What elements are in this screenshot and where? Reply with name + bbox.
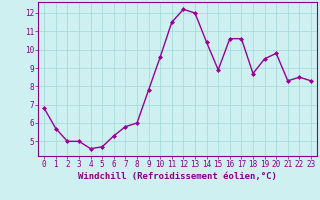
X-axis label: Windchill (Refroidissement éolien,°C): Windchill (Refroidissement éolien,°C) <box>78 172 277 181</box>
